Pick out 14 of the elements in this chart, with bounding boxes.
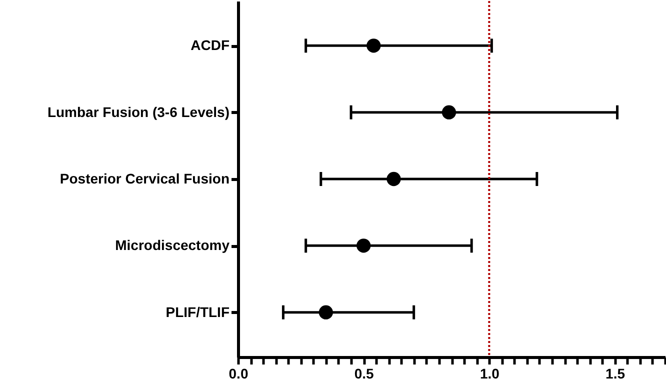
y-tick-label: Lumbar Fusion (3-6 Levels) xyxy=(47,104,230,120)
point xyxy=(366,38,381,53)
point xyxy=(386,172,401,186)
x-tick-label: 0.5 xyxy=(354,366,374,382)
point xyxy=(442,105,456,120)
x-tick-label: 1.5 xyxy=(606,366,626,382)
point xyxy=(318,305,333,320)
y-tick-label: Microdiscectomy xyxy=(115,237,230,254)
x-tick-label: 0.0 xyxy=(228,366,248,382)
x-tick-label: 1.0 xyxy=(480,366,500,382)
point xyxy=(356,238,371,253)
y-tick-label: Posterior Cervical Fusion xyxy=(60,170,230,186)
y-tick-label: ACDF xyxy=(190,37,230,54)
y-tick-label: PLIF/TLIF xyxy=(166,304,230,320)
